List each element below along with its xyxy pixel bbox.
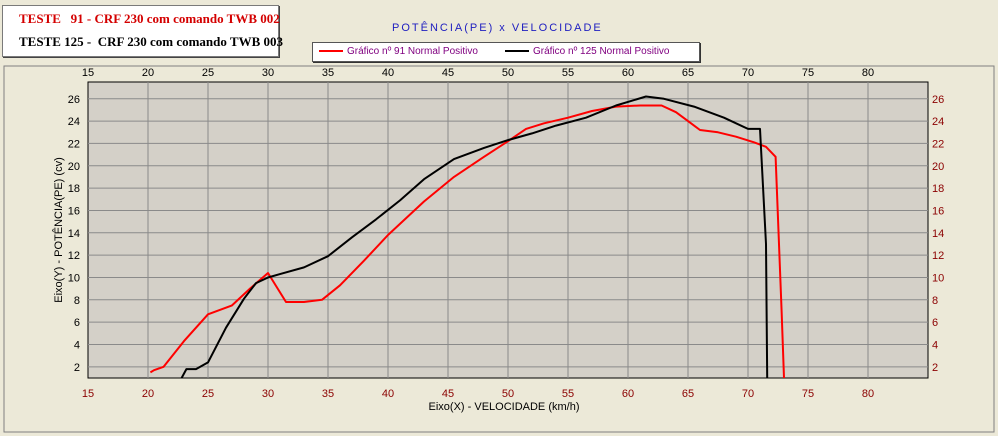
y-tick-label-left: 2	[74, 362, 80, 374]
y-tick-label-left: 8	[74, 295, 80, 307]
x-tick-label-bottom: 20	[142, 388, 154, 400]
chart-frame	[3, 65, 995, 433]
y-tick-label-left: 14	[68, 228, 80, 240]
y-tick-label-left: 10	[68, 272, 80, 284]
y-tick-label-left: 24	[68, 116, 80, 128]
x-tick-label-top: 15	[82, 67, 94, 79]
x-axis-label: Eixo(X) - VELOCIDADE (km/h)	[429, 401, 580, 413]
x-tick-label-bottom: 35	[322, 388, 334, 400]
y-tick-label-right: 2	[932, 362, 938, 374]
legend-swatch-91	[319, 50, 343, 53]
y-tick-label-right: 14	[932, 228, 944, 240]
x-tick-label-top: 75	[802, 67, 814, 79]
x-tick-label-top: 55	[562, 67, 574, 79]
x-tick-label-bottom: 75	[802, 388, 814, 400]
x-tick-label-top: 50	[502, 67, 514, 79]
x-tick-label-bottom: 40	[382, 388, 394, 400]
legend-item-91: Gráfico nº 91 Normal Positivo	[319, 46, 478, 57]
series-line-125	[180, 95, 769, 379]
y-tick-label-left: 4	[74, 339, 80, 351]
y-tick-label-right: 6	[932, 317, 938, 329]
x-tick-label-top: 30	[262, 67, 274, 79]
x-tick-label-top: 25	[202, 67, 214, 79]
y-tick-label-right: 16	[932, 205, 944, 217]
test-description-box: TESTE 91 - CRF 230 com comando TWB 002 T…	[2, 5, 283, 57]
legend-label-91: Gráfico nº 91 Normal Positivo	[347, 46, 478, 57]
x-tick-label-top: 60	[622, 67, 634, 79]
x-tick-label-top: 20	[142, 67, 154, 79]
y-tick-label-left: 18	[68, 183, 80, 195]
test-125-label: TESTE 125 - CRF 230 com comando TWB 003	[19, 34, 283, 49]
y-tick-label-left: 20	[68, 161, 80, 173]
y-tick-label-right: 4	[932, 339, 938, 351]
y-tick-label-right: 20	[932, 161, 944, 173]
y-tick-label-left: 22	[68, 138, 80, 150]
legend-swatch-125	[505, 50, 529, 53]
x-tick-label-bottom: 70	[742, 388, 754, 400]
y-axis-label: Eixo(Y) - POTÊNCIA(PE) (cv)	[52, 157, 65, 302]
y-tick-label-left: 26	[68, 94, 80, 106]
x-tick-label-top: 70	[742, 67, 754, 79]
y-tick-label-right: 22	[932, 138, 944, 150]
y-tick-label-right: 24	[932, 116, 944, 128]
y-tick-label-left: 6	[74, 317, 80, 329]
x-tick-label-bottom: 55	[562, 388, 574, 400]
x-tick-label-bottom: 45	[442, 388, 454, 400]
y-tick-label-right: 26	[932, 94, 944, 106]
x-tick-label-top: 65	[682, 67, 694, 79]
test-91-label: TESTE 91 - CRF 230 com comando TWB 002	[19, 11, 280, 26]
y-tick-label-right: 12	[932, 250, 944, 262]
x-tick-label-bottom: 30	[262, 388, 274, 400]
x-tick-label-top: 40	[382, 67, 394, 79]
y-tick-label-right: 18	[932, 183, 944, 195]
x-tick-label-bottom: 25	[202, 388, 214, 400]
x-tick-label-bottom: 65	[682, 388, 694, 400]
series-line-91	[149, 104, 785, 379]
x-tick-label-bottom: 80	[862, 388, 874, 400]
series-legend: Gráfico nº 91 Normal Positivo Gráfico nº…	[312, 42, 700, 62]
x-tick-label-top: 45	[442, 67, 454, 79]
x-tick-label-top: 80	[862, 67, 874, 79]
legend-item-125: Gráfico nº 125 Normal Positivo	[505, 46, 669, 57]
x-tick-label-bottom: 60	[622, 388, 634, 400]
legend-label-125: Gráfico nº 125 Normal Positivo	[533, 46, 670, 57]
chart-title: POTÊNCIA(PE) x VELOCIDADE	[392, 22, 603, 34]
y-tick-label-right: 10	[932, 272, 944, 284]
y-tick-label-left: 12	[68, 250, 80, 262]
x-tick-label-bottom: 50	[502, 388, 514, 400]
x-tick-label-bottom: 15	[82, 388, 94, 400]
x-tick-label-top: 35	[322, 67, 334, 79]
y-tick-label-right: 8	[932, 295, 938, 307]
y-tick-label-left: 16	[68, 205, 80, 217]
